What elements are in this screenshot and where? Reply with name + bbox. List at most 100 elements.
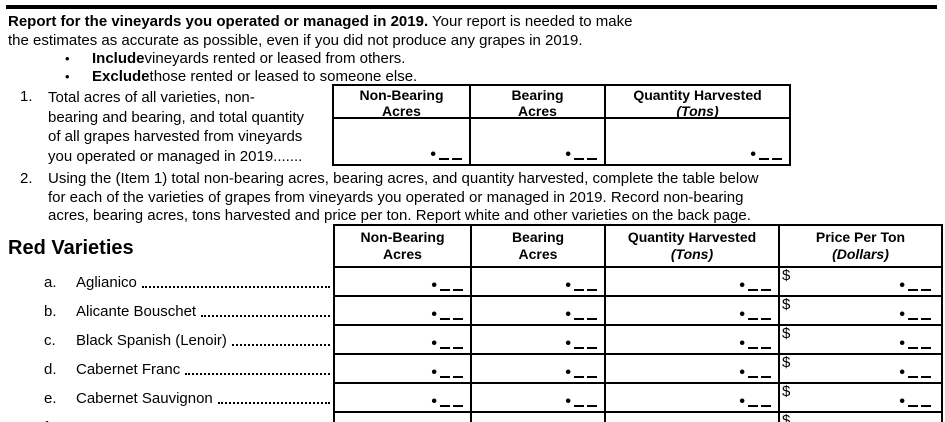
decimal-point-icon: • (899, 335, 905, 352)
decimal-entry-marker: • (431, 306, 463, 323)
item2-number: 2. (20, 170, 33, 187)
variety-name: Cabernet Sauvignon (76, 390, 213, 407)
entry-cell-row-c-col-1[interactable]: • (335, 324, 470, 353)
decimal-entry-marker: • (565, 336, 597, 352)
entry-cell-row-b-col-2[interactable]: • (470, 295, 604, 324)
column-header-line2: (Dollars) (832, 246, 889, 262)
column-header-line2: (Tons) (670, 246, 714, 262)
tenths-blank (574, 347, 584, 349)
decimal-entry-marker: • (739, 278, 771, 294)
dotted-leader (141, 286, 330, 288)
dotted-leader (217, 402, 330, 404)
tenths-blank (452, 158, 462, 160)
variety-name: Alicante Bouschet (76, 303, 197, 320)
item1-number: 1. (20, 88, 33, 105)
red-varieties-title: Red Varieties (8, 237, 134, 259)
decimal-point-icon: • (431, 306, 437, 323)
tenths-blank (908, 347, 918, 349)
decimal-entry-marker: • (739, 307, 771, 323)
decimal-point-icon: • (899, 306, 905, 323)
entry-cell-row-f-col-4[interactable]: $• (778, 411, 941, 422)
item2-block: 2. Using the (Item 1) total non-bearing … (20, 170, 932, 226)
tenths-blank (759, 158, 769, 160)
item1-block: 1. Total acres of all varieties, non- be… (20, 88, 338, 166)
item1-entry-cell-non-bearing[interactable]: • (334, 117, 469, 164)
entry-cell-row-e-col-4[interactable]: $ • (778, 382, 941, 411)
tenths-blank (761, 376, 771, 378)
entry-cell-row-d-col-1[interactable]: • (335, 353, 470, 382)
variety-label-column: a. Aglianico b. Alicante Bouschet c. Black Sp… (44, 266, 331, 422)
column-header-line2: Acres (518, 103, 557, 119)
variety-row-label: c. Black Spanish (Lenoir) (44, 324, 331, 353)
item1-column-header: Quantity Harvested (Tons) (604, 86, 789, 119)
red-varieties-column-header: Price Per Ton (Dollars) (778, 226, 941, 266)
tenths-blank (748, 318, 758, 320)
tenths-blank (921, 289, 931, 291)
entry-cell-row-d-col-4[interactable]: $ • (778, 353, 941, 382)
entry-cell-row-d-col-2[interactable]: • (470, 353, 604, 382)
decimal-point-icon: • (565, 364, 571, 381)
decimal-point-icon: • (431, 277, 437, 294)
entry-cell-row-c-col-2[interactable]: • (470, 324, 604, 353)
tenths-blank (574, 158, 584, 160)
entry-cell-row-d-col-3[interactable]: • (604, 353, 778, 382)
variety-letter: b. (44, 303, 57, 320)
tenths-blank (921, 318, 931, 320)
tenths-blank (440, 289, 450, 291)
decimal-point-icon: • (431, 393, 437, 410)
exclude-bullet-line: • Exclude those rented or leased to someo… (65, 68, 938, 86)
decimal-point-icon: • (430, 146, 436, 163)
column-header-line1: Bearing (511, 229, 565, 245)
tenths-blank (921, 405, 931, 407)
variety-name: Cabernet Franc (76, 361, 181, 378)
entry-cell-row-c-col-3[interactable]: • (604, 324, 778, 353)
entry-cell-row-e-col-2[interactable]: • (470, 382, 604, 411)
variety-row-label: b. Alicante Bouschet (44, 295, 331, 324)
decimal-entry-marker: • (565, 147, 597, 163)
entry-cell-row-e-col-1[interactable]: • (335, 382, 470, 411)
decimal-point-icon: • (739, 393, 745, 410)
entry-cell-row-f-col-1[interactable]: • (335, 411, 470, 422)
tenths-blank (453, 405, 463, 407)
tenths-blank (587, 289, 597, 291)
tenths-blank (761, 347, 771, 349)
entry-cell-row-a-col-4[interactable]: $ • (778, 266, 941, 295)
entry-cell-row-a-col-1[interactable]: • (335, 266, 470, 295)
intro-section: Report for the vineyards you operated or… (8, 12, 938, 86)
variety-letter: e. (44, 390, 57, 407)
tenths-blank (587, 158, 597, 160)
entry-cell-row-b-col-3[interactable]: • (604, 295, 778, 324)
item2-text: Using the (Item 1) total non-bearing acr… (48, 170, 759, 224)
item1-text: Total acres of all varieties, non- beari… (48, 89, 305, 165)
item1-entry-cell-bearing[interactable]: • (469, 117, 604, 164)
intro-bullet-list: • Include vineyards rented or leased from… (8, 50, 938, 86)
red-varieties-table: Non-Bearing Acres Bearing Acres Quantity Har… (333, 224, 943, 422)
entry-cell-row-f-col-2[interactable]: • (470, 411, 604, 422)
tenths-blank (772, 158, 782, 160)
entry-cell-row-b-col-1[interactable]: • (335, 295, 470, 324)
decimal-entry-marker: • (565, 307, 597, 323)
entry-cell-row-a-col-2[interactable]: • (470, 266, 604, 295)
top-rule (6, 5, 937, 9)
entry-cell-row-a-col-3[interactable]: • (604, 266, 778, 295)
tenths-blank (748, 376, 758, 378)
column-header-line2: (Tons) (676, 103, 719, 119)
red-varieties-column-header: Quantity Harvested (Tons) (604, 226, 778, 266)
entry-cell-row-c-col-4[interactable]: $ • (778, 324, 941, 353)
tenths-blank (921, 376, 931, 378)
item1-entry-cell-quantity-harvested[interactable]: • (604, 117, 789, 164)
entry-cell-row-e-col-3[interactable]: • (604, 382, 778, 411)
decimal-entry-marker: • (565, 364, 597, 381)
decimal-entry-marker: • (565, 394, 597, 410)
decimal-point-icon: • (899, 277, 905, 294)
tenths-blank (440, 405, 450, 407)
bullet-rest-text: vineyards rented or leased from others. (144, 50, 406, 67)
intro-rest-text: Your report is needed to make (428, 13, 633, 30)
decimal-point-icon: • (431, 335, 437, 352)
entry-cell-row-f-col-3[interactable]: • (604, 411, 778, 422)
decimal-entry-marker: • (899, 335, 931, 352)
entry-cell-row-b-col-4[interactable]: $ • (778, 295, 941, 324)
decimal-point-icon: • (899, 364, 905, 381)
column-header-line1: Bearing (511, 87, 564, 103)
variety-row-label: d. Cabernet Franc (44, 353, 331, 382)
